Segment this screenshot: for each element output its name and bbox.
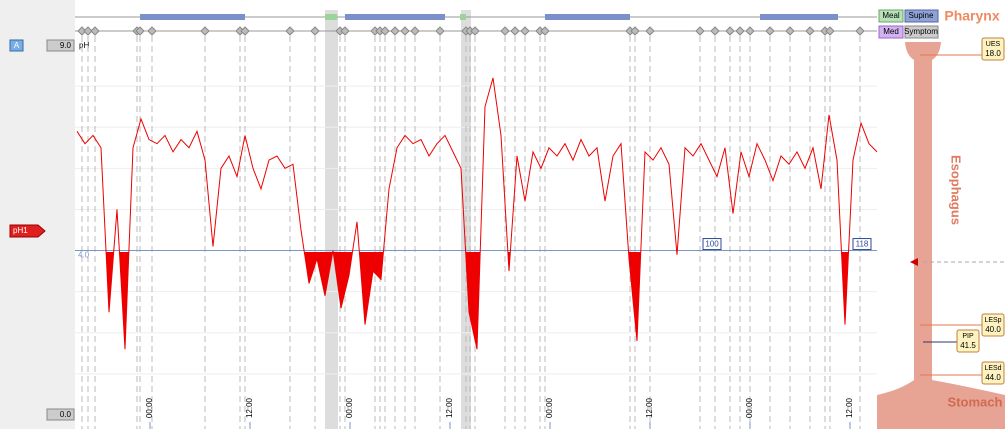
- event-diamond: [710, 26, 720, 36]
- reflux-area: [106, 252, 849, 350]
- plot-area: 4.0 100 118 00:00 12:00 00:00 12:00 00:00 12:00 0…: [75, 10, 878, 429]
- sensor-value: 41.5: [960, 341, 976, 350]
- event-marker-box: [702, 238, 722, 251]
- sensor-name: PIP: [962, 333, 974, 340]
- sensor-value: 18.0: [985, 49, 1001, 58]
- left-panel: [0, 0, 75, 429]
- sensor-name: UES: [986, 41, 1001, 48]
- ymax-label: 9.0: [60, 41, 72, 50]
- event-diamond: [630, 26, 640, 36]
- event-diamond: [500, 26, 510, 36]
- event-diamond: [540, 26, 550, 36]
- event-diamond: [510, 26, 520, 36]
- symptom-label: Symptom: [904, 27, 938, 36]
- event-diamond: [765, 26, 775, 36]
- ph-trace: [76, 77, 878, 350]
- time-label: 12:00: [245, 397, 254, 418]
- meal-label: Meal: [882, 11, 900, 20]
- anatomy: [877, 42, 1005, 429]
- event-diamond: [83, 26, 93, 36]
- event-diamond: [470, 26, 480, 36]
- event-diamond: [785, 26, 795, 36]
- unit-label: pH: [79, 41, 89, 50]
- event-diamond: [745, 26, 755, 36]
- event-diamond: [147, 26, 157, 36]
- time-label: 00:00: [745, 397, 754, 418]
- event-diamond: [825, 26, 835, 36]
- supine-label: Supine: [909, 11, 934, 20]
- time-label: 00:00: [545, 397, 554, 418]
- event-diamond: [200, 26, 210, 36]
- event-diamond: [645, 26, 655, 36]
- supine-button[interactable]: [904, 9, 939, 23]
- sensor-name: LESp: [984, 317, 1001, 324]
- stomach-label: Stomach: [948, 394, 1003, 409]
- ymin-label: 0.0: [60, 410, 72, 419]
- pharynx-label: Pharynx: [944, 8, 999, 24]
- time-label: 00:00: [345, 397, 354, 418]
- esophagus-label: Esophagus: [949, 155, 964, 225]
- event-diamond: [310, 26, 320, 36]
- symptom-button[interactable]: [904, 25, 939, 39]
- event-diamond: [520, 26, 530, 36]
- event-diamond: [340, 26, 350, 36]
- sensor-box: [956, 329, 980, 353]
- channel-flag[interactable]: [9, 224, 46, 238]
- channel-button-label: A: [14, 41, 20, 50]
- sensor-name: LESd: [984, 365, 1001, 372]
- sensor-box: [981, 313, 1005, 337]
- event-diamond: [805, 26, 815, 36]
- threshold-label: 4.0: [78, 251, 90, 260]
- event-diamond: [135, 26, 145, 36]
- sensor-box: [981, 361, 1005, 385]
- channel-flag-label: pH1: [13, 226, 28, 235]
- sensor-value: 44.0: [985, 373, 1001, 382]
- event-diamond: [390, 26, 400, 36]
- event-diamond: [90, 26, 100, 36]
- med-label: Med: [883, 27, 899, 36]
- time-label: 12:00: [445, 397, 454, 418]
- ymin-box[interactable]: [46, 408, 75, 421]
- event-diamond: [855, 26, 865, 36]
- med-button[interactable]: [878, 25, 904, 39]
- event-diamond: [725, 26, 735, 36]
- meal-button[interactable]: [878, 9, 904, 23]
- event-diamond: [435, 26, 445, 36]
- time-label: 00:00: [145, 397, 154, 418]
- channel-button[interactable]: [9, 39, 24, 52]
- event-marker-box: [852, 238, 872, 251]
- event-marker-label: 100: [705, 240, 719, 249]
- event-diamond: [380, 26, 390, 36]
- event-diamond: [400, 26, 410, 36]
- event-diamond: [695, 26, 705, 36]
- event-diamond: [410, 26, 420, 36]
- sensor-box: [981, 37, 1005, 61]
- event-diamond: [240, 26, 250, 36]
- time-label: 12:00: [845, 397, 854, 418]
- event-diamond: [735, 26, 745, 36]
- ymax-box[interactable]: [46, 39, 75, 52]
- sensor-value: 40.0: [985, 325, 1001, 334]
- event-marker-label: 118: [856, 240, 869, 249]
- time-label: 12:00: [645, 397, 654, 418]
- event-diamond: [285, 26, 295, 36]
